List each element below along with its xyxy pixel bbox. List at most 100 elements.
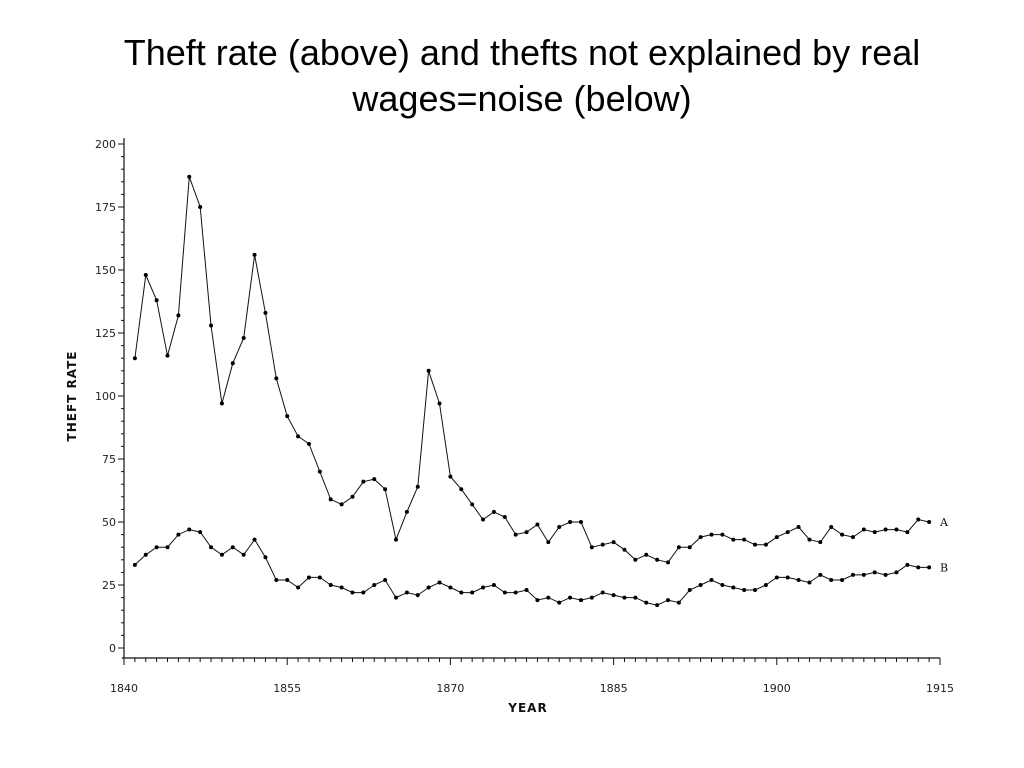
x-tick-label: 1870 bbox=[436, 682, 464, 695]
series-b-point bbox=[883, 572, 888, 577]
y-tick-label: 150 bbox=[95, 264, 116, 277]
series-b-point bbox=[491, 583, 496, 587]
series-a-point bbox=[927, 520, 932, 524]
series-b-point bbox=[818, 572, 823, 577]
series-a-point bbox=[350, 494, 355, 499]
series-b-point bbox=[676, 600, 681, 605]
series-b-point bbox=[894, 570, 899, 575]
series-b-point bbox=[807, 580, 812, 585]
series-b-point bbox=[763, 583, 768, 587]
series-a-point bbox=[219, 401, 224, 406]
series-b-point bbox=[317, 575, 322, 580]
y-tick-label: 175 bbox=[95, 201, 116, 214]
series-a-point bbox=[611, 540, 616, 545]
series-b-point bbox=[339, 585, 344, 590]
y-tick-label: 75 bbox=[102, 453, 116, 466]
slide-title: Theft rate (above) and thefts not explai… bbox=[123, 32, 921, 119]
series-a-line bbox=[134, 176, 930, 563]
series-b-point bbox=[394, 595, 398, 600]
x-axis-title: YEAR bbox=[507, 701, 547, 715]
series-b-point bbox=[176, 532, 181, 537]
series-a-point bbox=[296, 434, 301, 439]
axis-ticks: 1840 1855 1870 1885 1900 1915 0 25 50 75 100 125 150… bbox=[95, 138, 954, 695]
series-a-point bbox=[861, 527, 866, 532]
series-b-point bbox=[655, 603, 660, 608]
y-tick-label: 200 bbox=[95, 138, 116, 151]
series-a-point bbox=[252, 252, 257, 257]
series-b-point bbox=[437, 580, 442, 585]
series-a-point bbox=[818, 540, 823, 545]
y-tick-label: 100 bbox=[95, 390, 116, 403]
series-a-point bbox=[241, 336, 246, 341]
series-a-point bbox=[132, 356, 137, 361]
series-a-point bbox=[753, 542, 758, 547]
series-a-point bbox=[372, 477, 377, 482]
series-b-point bbox=[383, 577, 388, 582]
y-tick-label: 0 bbox=[109, 642, 116, 655]
series-b-point bbox=[198, 530, 203, 535]
y-tick-label: 50 bbox=[102, 516, 116, 529]
series-b-point bbox=[263, 555, 268, 560]
series-b-point bbox=[274, 577, 279, 582]
series-a-point bbox=[306, 441, 311, 446]
series-b-point bbox=[578, 598, 583, 603]
series-a-point bbox=[785, 530, 790, 535]
series-a-point bbox=[187, 174, 192, 179]
series-b-point bbox=[720, 583, 725, 587]
series-b-point bbox=[753, 588, 758, 593]
series-b-point bbox=[502, 590, 507, 595]
series-b-point bbox=[415, 593, 420, 598]
y-tick-label: 25 bbox=[102, 579, 116, 592]
series-b-point bbox=[796, 577, 801, 582]
series-a-point bbox=[687, 545, 692, 550]
series-b-point bbox=[230, 545, 235, 550]
series-a-point bbox=[361, 479, 366, 484]
series-a-point bbox=[404, 509, 409, 514]
series-b-point bbox=[546, 595, 551, 600]
series-b-point bbox=[154, 545, 159, 550]
series-b-point bbox=[742, 588, 747, 593]
series-b-point bbox=[535, 598, 540, 603]
series-a-point bbox=[285, 414, 290, 419]
y-axis-title: THEFT RATE bbox=[65, 351, 79, 442]
series-b-point bbox=[361, 590, 366, 595]
series-b-point bbox=[600, 590, 605, 595]
series-a-point bbox=[513, 532, 518, 537]
series-a-point bbox=[655, 557, 660, 562]
series-markers bbox=[132, 174, 932, 608]
series-a-point bbox=[644, 552, 649, 557]
series-b-point bbox=[829, 577, 834, 582]
series-b-point bbox=[285, 577, 290, 582]
series-a-point bbox=[916, 517, 921, 522]
series-b-point bbox=[905, 562, 910, 567]
series-a-point bbox=[666, 560, 670, 565]
series-b-point bbox=[513, 590, 518, 595]
series-b-point bbox=[296, 585, 301, 590]
series-a-point bbox=[709, 532, 714, 537]
series-b-point bbox=[481, 585, 486, 590]
series-b-point bbox=[687, 588, 692, 593]
series-b-point bbox=[165, 545, 170, 550]
series-b-point bbox=[557, 600, 562, 605]
x-tick-label: 1885 bbox=[600, 682, 628, 695]
series-a-point bbox=[796, 525, 801, 530]
series-b-point bbox=[774, 575, 779, 580]
series-a-point bbox=[524, 530, 529, 535]
series-a-point bbox=[448, 474, 453, 479]
series-a-point bbox=[807, 537, 812, 542]
series-a-point bbox=[774, 535, 779, 540]
series-a-point bbox=[470, 502, 475, 507]
series-b-point bbox=[470, 590, 475, 595]
series-b-point bbox=[731, 585, 736, 590]
series-a-point bbox=[426, 368, 431, 373]
series-b-point bbox=[187, 527, 192, 532]
series-b-point bbox=[404, 590, 409, 595]
series-b-point bbox=[861, 572, 866, 577]
series-b-point bbox=[328, 583, 333, 587]
series-b-point bbox=[241, 552, 246, 557]
series-a-point bbox=[394, 537, 398, 542]
series-b-point bbox=[426, 585, 431, 590]
series-a-point bbox=[481, 517, 486, 522]
series-a-point bbox=[459, 487, 464, 492]
series-b-point bbox=[350, 590, 355, 595]
